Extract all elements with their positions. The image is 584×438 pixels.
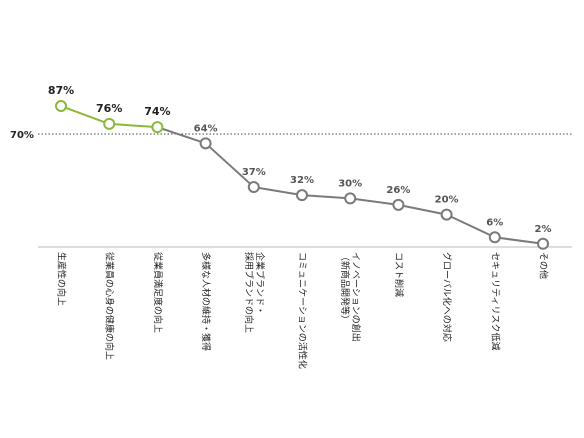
value-label: 76% [96, 102, 122, 115]
line-segment [446, 213, 496, 239]
line-segment [301, 194, 351, 200]
value-label: 20% [435, 195, 459, 206]
data-point [440, 208, 453, 221]
category-label: 多様な人材の維持・獲得 [200, 252, 212, 351]
data-point [247, 181, 260, 194]
category-label: コミュニケーションの活性化 [297, 252, 309, 369]
data-point [199, 137, 212, 150]
category-label: その他 [538, 252, 550, 279]
value-label: 74% [144, 105, 170, 118]
value-label: 87% [48, 84, 74, 97]
category-label: 従業員の心身の健康の向上 [104, 252, 116, 360]
value-label: 2% [535, 224, 552, 235]
line-segment [204, 142, 255, 188]
category-label: 生産性の向上 [56, 252, 68, 306]
data-point [296, 189, 308, 202]
data-point [392, 198, 405, 211]
category-label: 採用ブランドの向上 [243, 252, 255, 333]
category-label: （新商品開発等） [339, 252, 351, 324]
line-segment [109, 122, 158, 129]
category-label: セキュリティリスク低減 [489, 252, 501, 350]
category-label: コスト削減 [393, 252, 405, 297]
value-labels: 87% 76% 74% 64% 37% 32% 30% 26% 20% 6% 2% [48, 84, 552, 235]
line-segment [253, 186, 303, 197]
data-point [103, 117, 116, 130]
category-labels: 生産性の向上 従業員の心身の健康の向上 従業員満足度の向上 多様な人材の維持・獲得 企業… [56, 252, 550, 369]
line-segment [350, 197, 399, 206]
data-point [344, 192, 357, 205]
reference-line-label: 70% [10, 130, 34, 141]
data-point [151, 121, 164, 134]
data-point [537, 237, 549, 250]
value-label: 26% [386, 185, 410, 196]
category-label: イノベーションの創出 [350, 252, 362, 342]
data-point [488, 231, 501, 244]
line-segment [398, 203, 447, 216]
value-label: 32% [290, 175, 314, 186]
data-points [55, 100, 549, 250]
line-segment [494, 236, 544, 245]
line-segment [157, 126, 206, 145]
value-label: 37% [242, 167, 266, 178]
value-label: 6% [486, 217, 503, 228]
category-label: グローバル化への対応 [441, 252, 453, 342]
category-label: 従業員満足度の向上 [152, 252, 164, 333]
category-label: 企業ブランド・ [254, 252, 266, 315]
line-segments [60, 105, 544, 245]
value-label: 30% [338, 178, 362, 189]
line-segment [60, 105, 110, 125]
value-label: 64% [194, 123, 218, 134]
data-point [55, 100, 67, 113]
